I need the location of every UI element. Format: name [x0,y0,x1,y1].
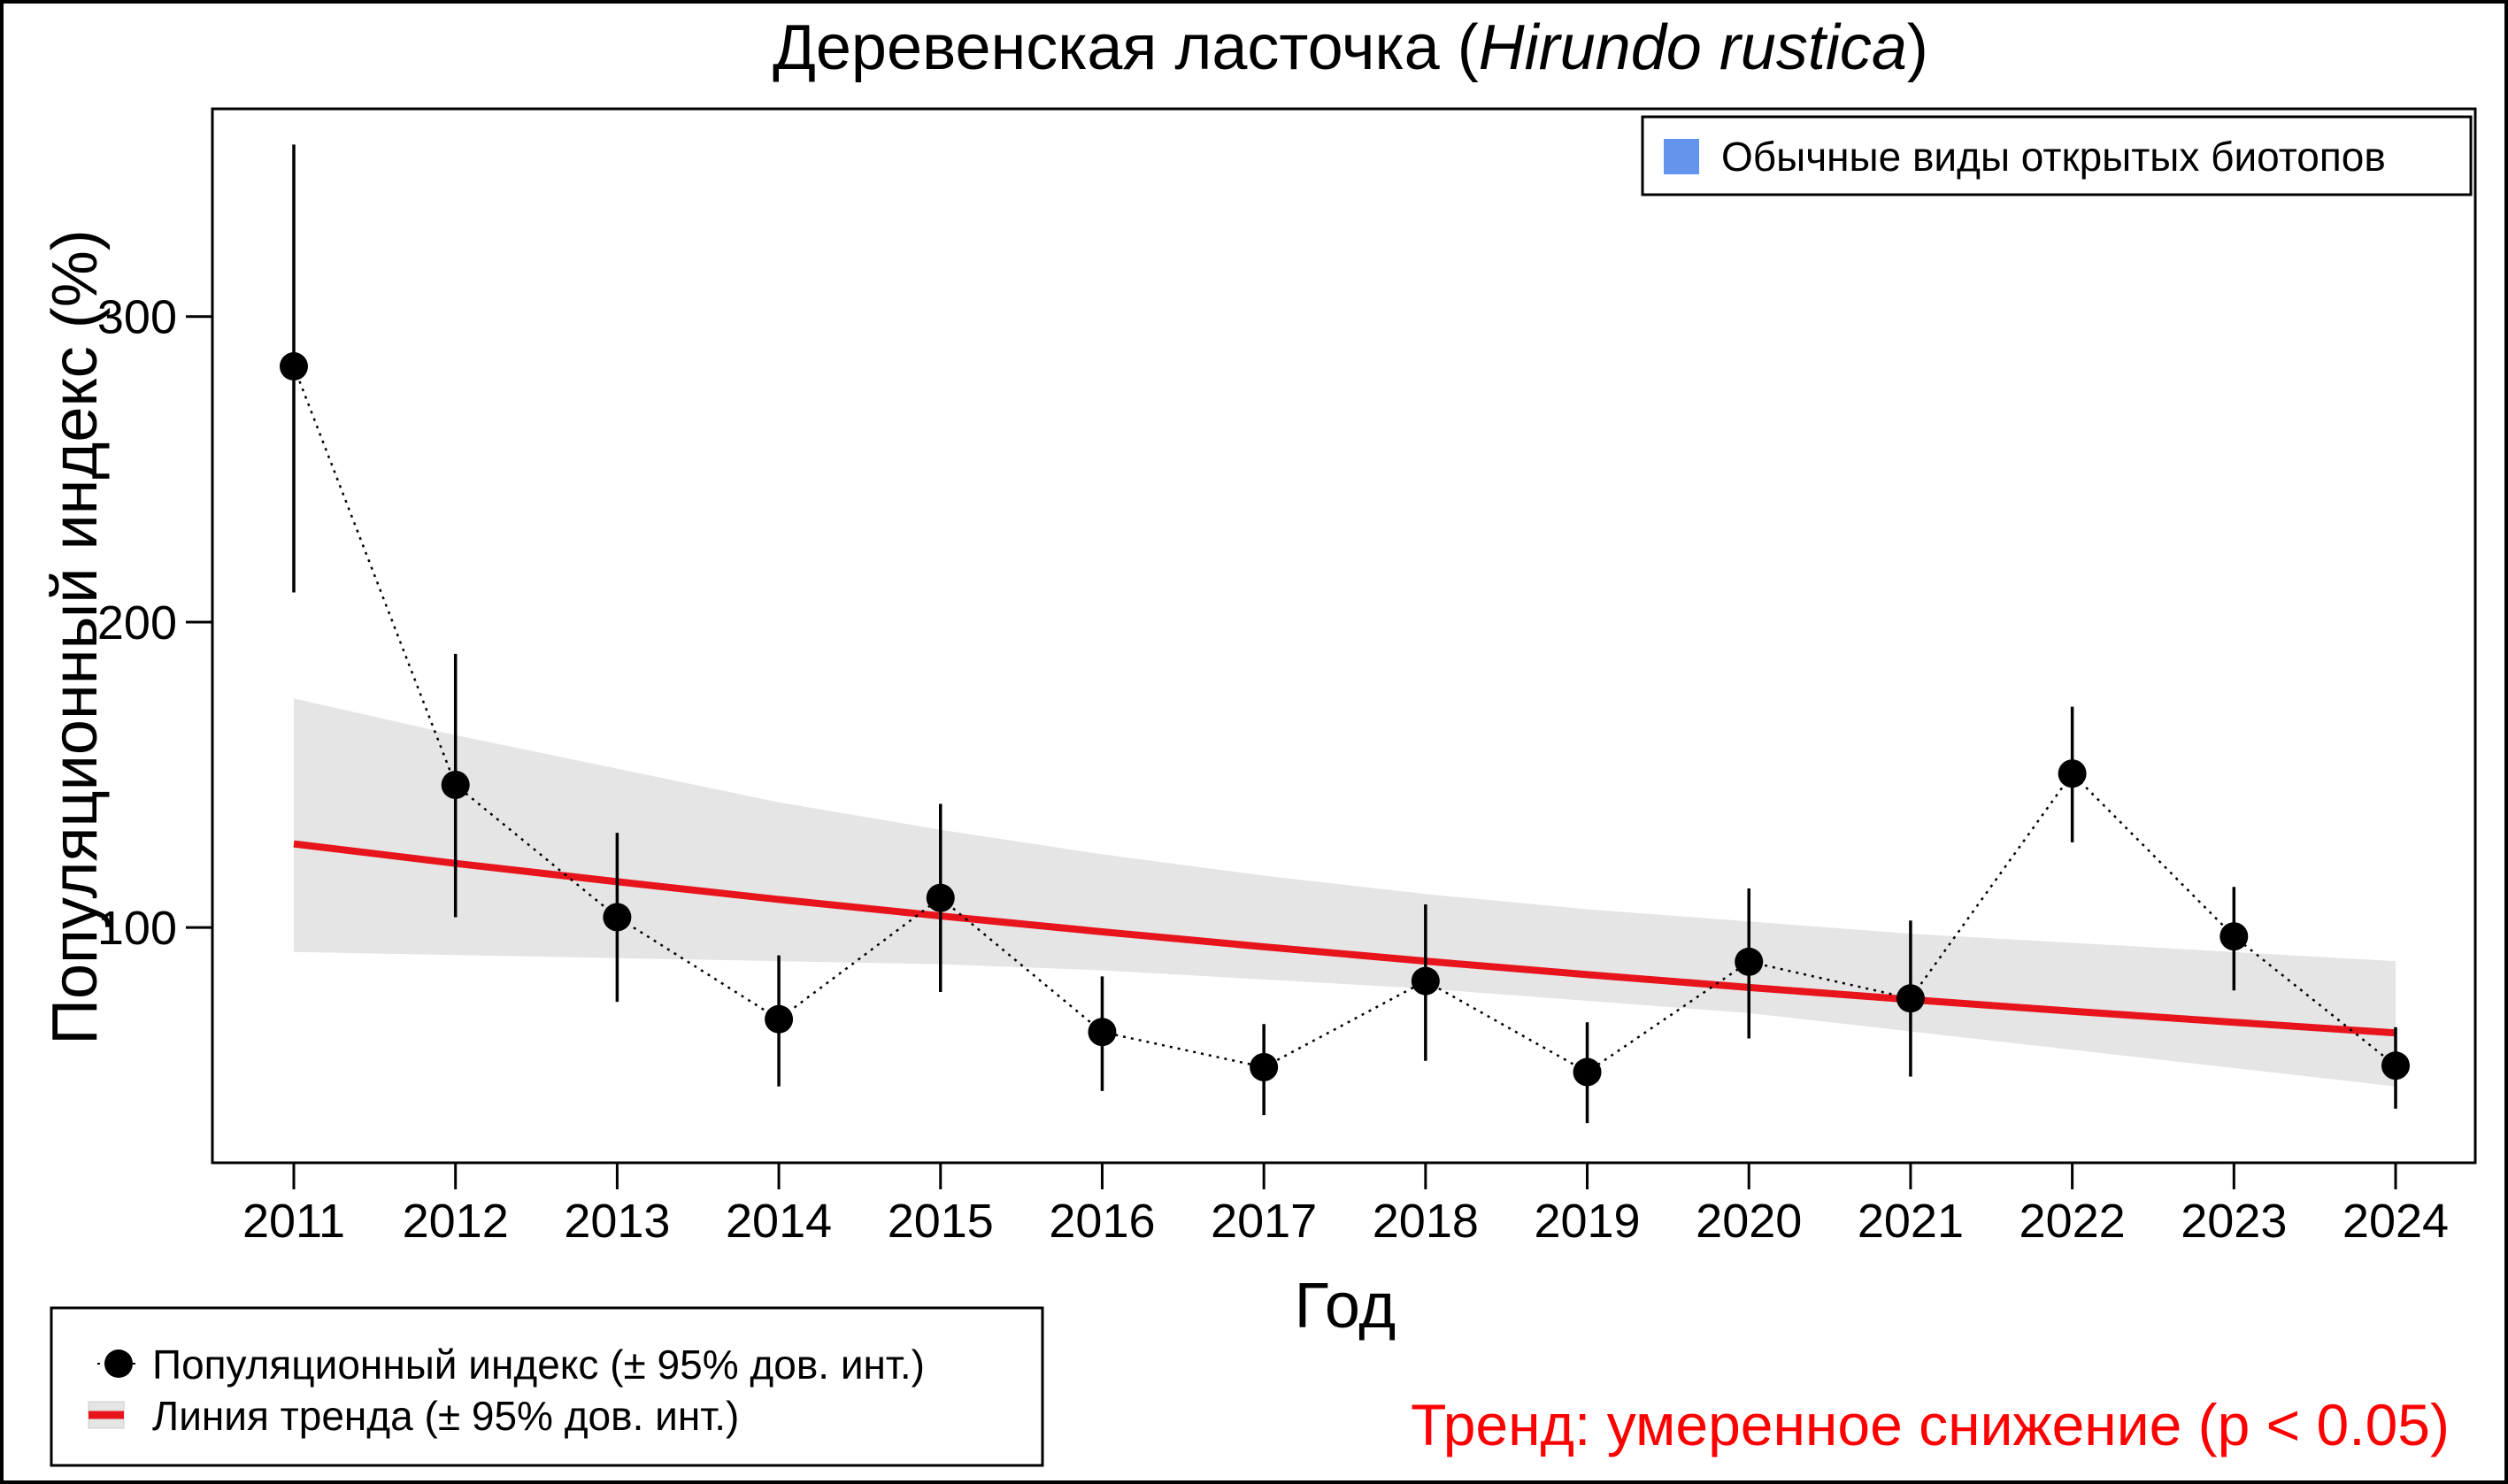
data-point-2022 [2058,759,2087,788]
x-axis-label: Год [1295,1271,1396,1342]
x-tick-label-2023: 2023 [2181,1195,2287,1248]
y-tick-label-300: 300 [97,291,177,344]
chart-title: Деревенская ласточка (Hirundo rustica) [773,12,1928,83]
x-tick-label-2020: 2020 [1696,1195,1802,1248]
x-tick-label-2017: 2017 [1211,1195,1317,1248]
x-tick-label-2024: 2024 [2343,1195,2449,1248]
data-point-2021 [1896,984,1925,1013]
data-point-2017 [1250,1052,1279,1081]
axes: 100 200 300 2011 2012 2013 2014 2015 2016 2017 201… [97,291,2449,1248]
data-point-2023 [2220,922,2249,951]
group-legend: Обычные виды открытых биотопов [1641,115,2473,196]
data-point-2012 [441,770,470,799]
group-legend-label: Обычные виды открытых биотопов [1721,134,2386,180]
trend-annotation: Тренд: умеренное снижение (p < 0.05) [1411,1392,2450,1457]
data-point-2013 [603,903,632,932]
group-legend-box [1641,115,2473,196]
x-tick-label-2022: 2022 [2019,1195,2126,1248]
trend-line [293,840,2396,1037]
x-tick-label-2012: 2012 [403,1195,509,1248]
series-legend: Популяционный индекс (± 95% дов. инт.) Л… [50,1306,1044,1467]
trend-ci-band [294,698,2396,1087]
plot-frame [211,107,2477,1165]
x-tick-label-2015: 2015 [888,1195,994,1248]
data-point-2020 [1735,947,1764,976]
group-legend-swatch [1664,139,1699,174]
x-tick-label-2013: 2013 [564,1195,670,1248]
data-point-2024 [2381,1051,2410,1080]
plot-area [280,144,2410,1124]
x-tick-label-2014: 2014 [726,1195,832,1248]
x-tick-label-2018: 2018 [1373,1195,1479,1248]
data-point-2015 [926,883,955,912]
data-point-2018 [1411,966,1440,996]
x-tick-label-2019: 2019 [1534,1195,1640,1248]
data-point-2019 [1573,1057,1602,1087]
legend-trend-label: Линия тренда (± 95% дов. инт.) [152,1393,739,1439]
x-tick-label-2021: 2021 [1858,1195,1964,1248]
data-point-2014 [765,1004,794,1034]
x-tick-label-2016: 2016 [1049,1195,1155,1248]
legend-index-label: Популяционный индекс (± 95% дов. инт.) [152,1342,925,1388]
x-tick-label-2011: 2011 [242,1195,345,1248]
series-legend-box [50,1306,1044,1467]
data-point-2016 [1088,1018,1117,1047]
y-tick-label-100: 100 [97,902,177,955]
y-axis-label: Популяционный индекс (%) [40,229,111,1045]
data-point-2011 [280,352,308,381]
y-tick-label-200: 200 [97,596,177,650]
legend-point-icon [104,1349,133,1378]
